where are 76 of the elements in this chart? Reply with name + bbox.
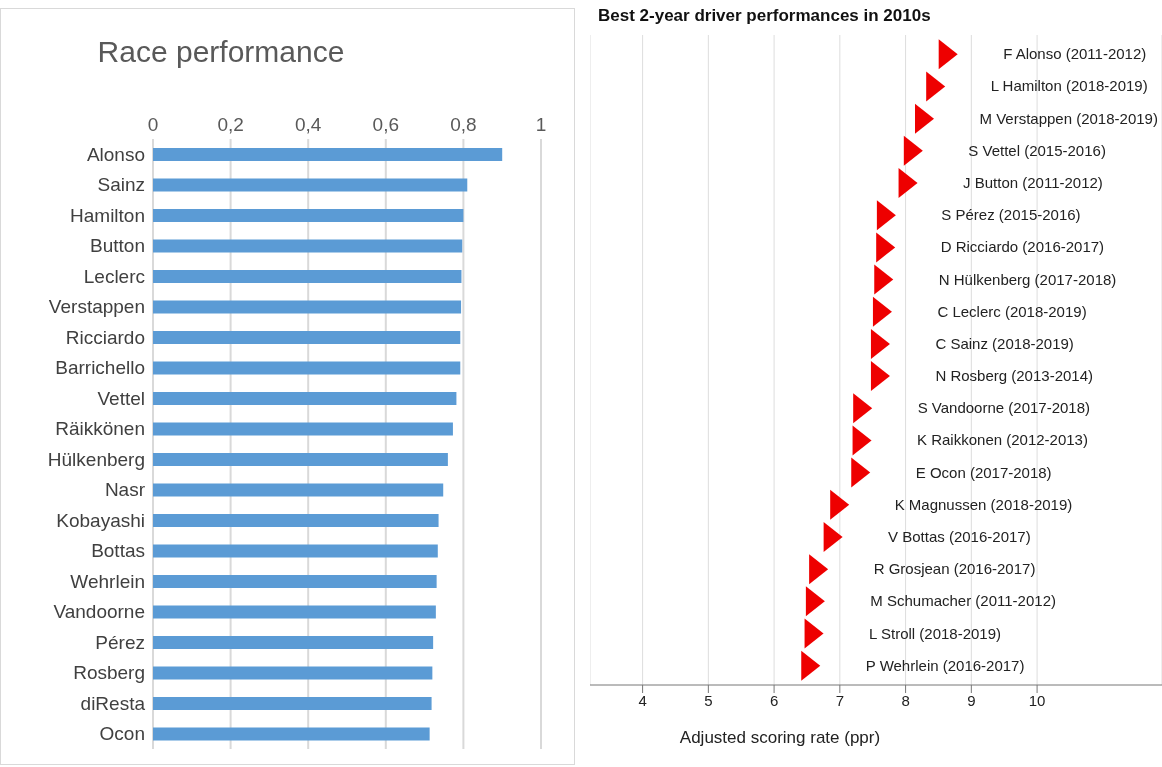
y-tick-label: Hülkenberg [47,448,145,470]
y-tick-label: Alonso [86,143,145,165]
x-tick-label: 0,8 [450,114,477,135]
y-tick-label: Bottas [91,540,145,562]
chart-title: Best 2-year driver performances in 2010s [598,6,931,26]
y-tick-label: Pérez [95,631,145,653]
bar [153,697,432,710]
y-tick-label: diResta [80,692,146,714]
y-tick-label: Räikkönen [55,418,145,440]
y-tick-label: C Sainz (2018-2019) [935,334,1074,352]
x-tick-label: 4 [638,691,647,709]
bar [153,270,462,283]
y-tick-label: K Magnussen (2018-2019) [894,495,1073,513]
y-tick-label: L Stroll (2018-2019) [869,624,1002,642]
y-tick-label: S Vandoorne (2017-2018) [917,399,1091,417]
bar [153,514,439,527]
y-tick-label: S Vettel (2015-2016) [968,141,1106,159]
y-tick-label: N Rosberg (2013-2014) [935,367,1094,385]
x-tick-label: 6 [769,691,779,709]
bar [153,453,448,466]
bar [153,300,462,314]
y-tick-label: V Bottas (2016-2017) [888,527,1031,545]
bar [153,239,463,253]
x-tick-label: 0,4 [294,114,322,135]
y-tick-label: Barrichello [55,357,145,379]
y-tick-label: R Grosjean (2016-2017) [873,560,1036,578]
bar [153,483,444,497]
y-tick-label: Sainz [97,174,145,196]
y-tick-label: Verstappen [48,296,145,318]
x-tick-label: 5 [704,691,713,709]
x-tick-label: 9 [967,691,976,709]
bar [153,209,464,222]
bar [153,636,434,649]
y-tick-label: N Hülkenberg (2017-2018) [938,270,1117,288]
y-tick-label: Hamilton [70,204,145,226]
x-tick-label: 0 [147,114,159,135]
y-tick-label: Leclerc [83,265,145,287]
bar [153,544,438,558]
y-tick-label: E Ocon (2017-2018) [915,463,1052,481]
y-tick-label: K Raikkonen (2012-2013) [917,431,1088,449]
chart-title: Race performance [96,35,346,69]
y-tick-label: L Hamilton (2018-2019) [990,77,1148,95]
y-tick-label: M Verstappen (2018-2019) [979,109,1158,127]
x-tick-label: 1 [535,114,547,135]
y-tick-label: C Leclerc (2018-2019) [937,302,1087,320]
bar [153,361,461,375]
y-tick-label: P Wehrlein (2016-2017) [865,656,1025,674]
y-tick-label: S Pérez (2015-2016) [941,206,1081,224]
bar [153,605,436,619]
x-axis-title: Adjusted scoring rate (ppr) [679,728,881,747]
bar [153,331,461,344]
y-tick-label: Wehrlein [70,570,145,592]
x-tick-label: 0,6 [372,114,400,135]
y-tick-label: Vettel [97,387,145,409]
y-tick-label: Rosberg [73,662,145,684]
bar [153,422,453,436]
bar [153,666,433,680]
y-tick-label: Nasr [104,479,146,501]
y-tick-label: Ocon [99,723,145,745]
y-tick-label: Vandoorne [53,601,145,623]
y-tick-label: D Ricciardo (2016-2017) [940,238,1105,256]
y-tick-label: M Schumacher (2011-2012) [870,592,1056,610]
y-tick-label: Button [90,235,145,257]
x-tick-label: 8 [901,691,910,709]
bar [153,392,457,405]
x-tick-label: 0,2 [217,114,244,135]
bar [153,575,437,588]
y-tick-label: Ricciardo [65,326,145,348]
x-tick-label: 10 [1028,691,1046,709]
x-tick-label: 7 [835,691,845,709]
bar [153,178,468,192]
y-tick-label: F Alonso (2011-2012) [1003,45,1147,63]
y-tick-label: J Button (2011-2012) [963,174,1103,192]
y-tick-label: Kobayashi [56,509,145,531]
bar [153,727,430,741]
bar [153,148,503,161]
